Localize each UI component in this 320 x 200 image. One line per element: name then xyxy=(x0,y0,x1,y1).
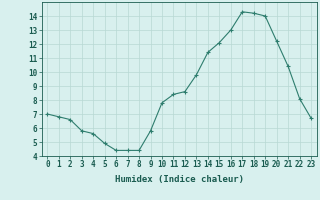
X-axis label: Humidex (Indice chaleur): Humidex (Indice chaleur) xyxy=(115,175,244,184)
